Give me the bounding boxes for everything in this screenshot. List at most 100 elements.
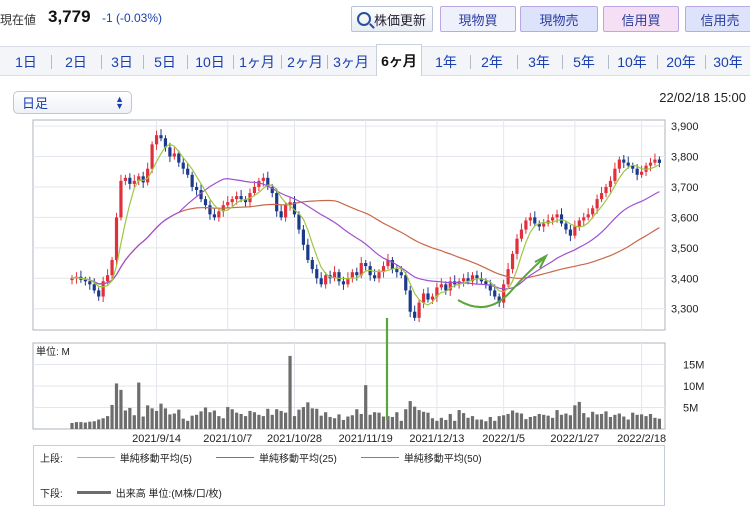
candle-body [413,311,417,318]
tab-period-15[interactable]: 30年 [713,54,743,70]
volume-bar [519,413,524,429]
legend-ma5-swatch [76,457,115,458]
volume-bar [279,410,283,429]
volume-bar [453,420,457,429]
candle-body [462,278,466,282]
volume-bar [208,412,212,429]
volume-bar [608,416,613,429]
tab-period-13[interactable]: 10年 [617,54,647,70]
candle-body [137,176,141,181]
legend-volume-swatch [76,491,111,494]
candle-body [88,281,92,285]
candle-body [146,168,150,183]
volume-unit-label: 単位: M [36,345,70,358]
candle-body [195,186,199,190]
volume-bar [346,416,350,429]
candle-body [275,193,279,212]
volume-bar [199,411,203,429]
candle-body [608,180,613,187]
candle-body [631,165,635,169]
ma25-line [71,177,660,290]
volume-bar [435,420,439,429]
volume-bar [546,415,550,429]
candle-body [430,296,435,300]
tab-separator [281,55,282,69]
candle-body [154,135,159,145]
candle-body [515,238,519,254]
tab-period-8[interactable]: 6ヶ月 [376,44,422,76]
spot-sell-button[interactable]: 現物売 [520,6,598,32]
tab-period-6[interactable]: 2ヶ月 [287,54,323,70]
volume-bar [430,418,435,429]
volume-bar [195,414,199,429]
candle-body [235,196,239,200]
legend-ma50-swatch [360,457,399,458]
volume-bar [599,413,604,429]
volume-bar [524,419,528,429]
volume-tick-label: 5M [683,403,698,415]
tab-period-3[interactable]: 5日 [154,54,176,70]
margin-buy-button[interactable]: 信用買 [603,6,679,32]
interval-select-value: 日足 [22,96,49,111]
tab-separator [657,55,658,69]
legend-upper-label: 上段: [40,454,63,465]
candle-body [613,168,617,181]
volume-bar [617,413,621,429]
interval-select[interactable]: 日足 ▲ ▼ [13,91,132,114]
volume-bar [377,412,381,429]
volume-bar [537,413,541,429]
annotation-curve-arrow [457,257,545,308]
tab-period-1[interactable]: 2日 [65,54,87,70]
legend-ma25: 単純移動平均(25) [259,454,337,465]
candle-body [568,229,572,236]
volume-bar [559,414,564,429]
tab-period-7[interactable]: 3ヶ月 [333,54,369,70]
candle-body [502,284,506,303]
candle-body [83,279,87,282]
tab-separator [327,55,328,69]
candle-body [470,275,475,282]
volume-bar [573,405,577,429]
candle-body [332,272,337,279]
volume-bar [190,415,194,429]
spot-buy-button[interactable]: 現物買 [440,6,516,32]
candle-body [159,135,163,139]
volume-bar [172,413,176,429]
tab-period-4[interactable]: 10日 [195,54,225,70]
candle-body [97,290,101,297]
tab-period-10[interactable]: 2年 [481,54,503,70]
tab-period-11[interactable]: 3年 [528,54,550,70]
candle-body [212,214,216,218]
volume-bar [181,418,185,429]
candle-body [617,159,621,169]
volume-bar [484,421,488,429]
candle-body [439,284,443,288]
volume-bar [261,416,265,429]
volume-bar [462,413,466,429]
tab-period-0[interactable]: 1日 [15,54,37,70]
date-tick-label: 2022/1/27 [550,433,599,445]
candle-body [199,190,203,200]
volume-bar [626,419,630,429]
margin-sell-button[interactable]: 信用売 [685,6,750,32]
candle-body [364,263,368,267]
candle-body [435,287,439,297]
volume-bar [359,413,363,429]
candle-body [386,260,390,267]
tab-period-14[interactable]: 20年 [666,54,696,70]
candle-body [150,144,154,169]
candle-body [595,199,599,209]
candle-body [591,208,595,215]
legend-lower-label: 下段: [40,489,63,500]
candle-body [297,214,301,230]
volume-bar [128,407,132,429]
volume-bar [577,401,581,429]
tab-period-5[interactable]: 1ヶ月 [239,54,275,70]
candle-body [226,202,230,206]
tab-period-9[interactable]: 1年 [435,54,457,70]
tab-period-12[interactable]: 5年 [573,54,595,70]
tab-period-2[interactable]: 3日 [111,54,133,70]
legend-volume: 出来高 単位:(M株/口/枚) [115,489,222,500]
refresh-price-button[interactable]: 株価更新 [351,6,433,32]
candle-body [243,199,248,203]
